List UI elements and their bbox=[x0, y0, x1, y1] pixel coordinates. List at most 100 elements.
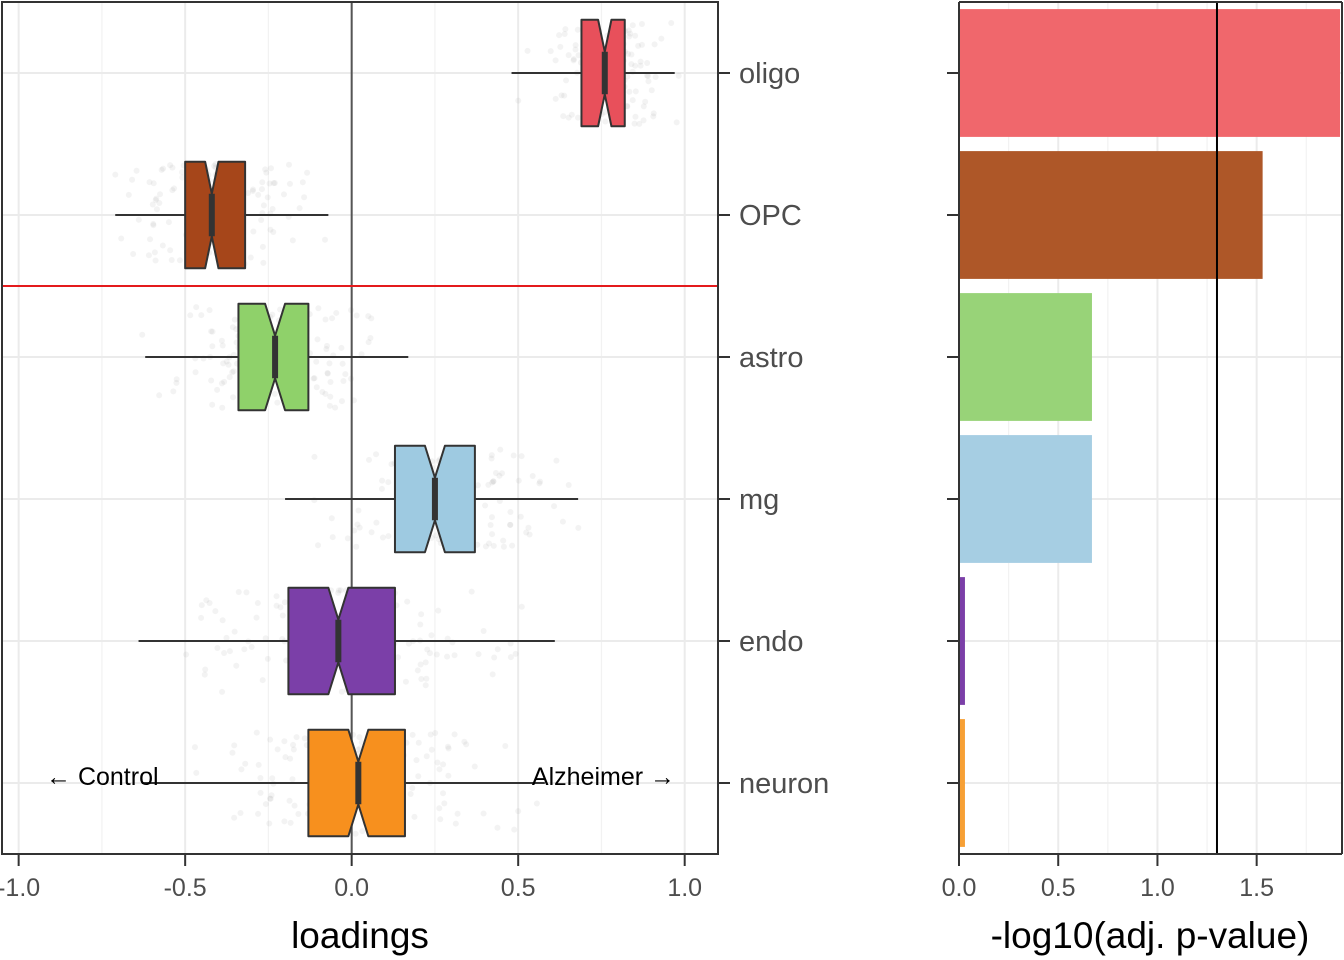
jitter-point bbox=[563, 77, 570, 84]
jitter-point bbox=[635, 42, 642, 49]
jitter-point bbox=[485, 481, 492, 488]
jitter-point bbox=[271, 179, 278, 186]
jitter-point bbox=[223, 358, 230, 365]
jitter-point bbox=[149, 201, 156, 208]
jitter-point bbox=[313, 358, 320, 365]
right-x-axis-title: -log10(adj. p-value) bbox=[991, 915, 1310, 956]
alzheimer-annotation: Alzheimer → bbox=[532, 763, 675, 791]
jitter-point bbox=[507, 521, 514, 528]
jitter-point bbox=[568, 111, 575, 118]
jitter-point bbox=[301, 735, 308, 742]
box-mg bbox=[285, 444, 579, 554]
jitter-point bbox=[170, 388, 177, 395]
jitter-point bbox=[301, 194, 308, 201]
jitter-point bbox=[273, 593, 280, 600]
jitter-point bbox=[356, 734, 363, 741]
jitter-point bbox=[489, 479, 496, 486]
jitter-point bbox=[435, 607, 442, 614]
jitter-point bbox=[628, 51, 635, 58]
jitter-point bbox=[329, 315, 336, 322]
jitter-point bbox=[518, 453, 525, 460]
jitter-point bbox=[206, 600, 213, 607]
jitter-point bbox=[260, 202, 267, 209]
bar-OPC bbox=[959, 151, 1263, 279]
jitter-point bbox=[118, 235, 125, 242]
jitter-point bbox=[562, 26, 569, 33]
jitter-point bbox=[315, 305, 322, 312]
jitter-point bbox=[338, 398, 345, 405]
jitter-point bbox=[264, 655, 271, 662]
jitter-point bbox=[487, 521, 494, 528]
jitter-point bbox=[157, 191, 164, 198]
jitter-point bbox=[394, 654, 401, 661]
jitter-point bbox=[311, 375, 318, 382]
jitter-point bbox=[415, 773, 422, 780]
jitter-point bbox=[327, 379, 334, 386]
jitter-point bbox=[525, 524, 532, 531]
jitter-point bbox=[231, 742, 238, 749]
jitter-point bbox=[434, 759, 441, 766]
jitter-point bbox=[262, 635, 269, 642]
jitter-point bbox=[668, 20, 675, 27]
jitter-point bbox=[158, 166, 165, 173]
left-panel-marks bbox=[2, 2, 718, 854]
jitter-point bbox=[342, 371, 349, 378]
jitter-point bbox=[517, 513, 524, 520]
jitter-point bbox=[436, 766, 443, 773]
jitter-point bbox=[269, 205, 276, 212]
jitter-point bbox=[452, 820, 459, 827]
jitter-point bbox=[290, 746, 297, 753]
jitter-point bbox=[173, 379, 180, 386]
jitter-point bbox=[414, 667, 421, 674]
jitter-point bbox=[642, 98, 649, 105]
jitter-point bbox=[219, 617, 226, 624]
jitter-point bbox=[629, 22, 636, 29]
jitter-point bbox=[333, 309, 340, 316]
jitter-point bbox=[556, 32, 563, 39]
jitter-point bbox=[270, 229, 277, 236]
jitter-point bbox=[529, 473, 536, 480]
jitter-point bbox=[637, 58, 644, 65]
jitter-point bbox=[490, 478, 497, 485]
jitter-point bbox=[626, 33, 633, 40]
box-neuron bbox=[141, 728, 545, 838]
jitter-point bbox=[214, 386, 221, 393]
jitter-point bbox=[282, 754, 289, 761]
jitter-point bbox=[557, 43, 564, 50]
jitter-point bbox=[296, 205, 303, 212]
jitter-point bbox=[515, 97, 522, 104]
jitter-point bbox=[230, 368, 237, 375]
jitter-point bbox=[248, 643, 255, 650]
jitter-point bbox=[575, 52, 582, 59]
jitter-point bbox=[638, 41, 645, 48]
jitter-point bbox=[489, 531, 496, 538]
jitter-point bbox=[326, 402, 333, 409]
jitter-point bbox=[156, 392, 163, 399]
box-OPC bbox=[115, 160, 329, 270]
jitter-point bbox=[281, 599, 288, 606]
jitter-point bbox=[511, 826, 518, 833]
jitter-point bbox=[274, 746, 281, 753]
jitter-point bbox=[324, 370, 331, 377]
jitter-point bbox=[675, 72, 682, 79]
jitter-point bbox=[219, 688, 226, 695]
jitter-point bbox=[496, 472, 503, 479]
x-tick-label: 0.5 bbox=[501, 874, 536, 902]
bar-mg bbox=[959, 435, 1092, 563]
jitter-point bbox=[259, 677, 266, 684]
jitter-point bbox=[379, 477, 386, 484]
jitter-point bbox=[570, 56, 577, 63]
jitter-point bbox=[291, 802, 298, 809]
jitter-point bbox=[423, 675, 430, 682]
jitter-point bbox=[147, 236, 154, 243]
jitter-point bbox=[491, 654, 498, 661]
jitter-point bbox=[510, 452, 517, 459]
jitter-point bbox=[198, 614, 205, 621]
jitter-point bbox=[411, 813, 418, 820]
jitter-point bbox=[373, 519, 380, 526]
jitter-point bbox=[255, 191, 262, 198]
jitter-point bbox=[385, 533, 392, 540]
jitter-point bbox=[133, 167, 140, 174]
jitter-point bbox=[255, 761, 262, 768]
jitter-point bbox=[507, 521, 514, 528]
